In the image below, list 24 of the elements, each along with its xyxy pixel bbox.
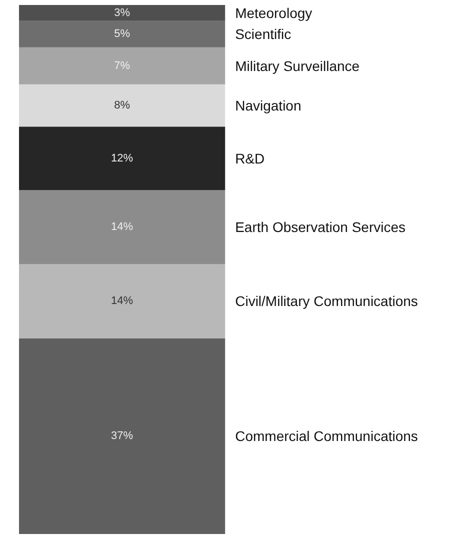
series-label: Navigation: [235, 98, 302, 114]
data-label: 7%: [114, 60, 130, 72]
bar: [19, 190, 226, 264]
data-label: 14%: [111, 295, 134, 308]
series-label: Meteorology: [235, 4, 312, 21]
data-label: 3%: [114, 6, 130, 19]
bar: [19, 47, 226, 84]
data-label: 5%: [114, 28, 130, 40]
data-label: 37%: [111, 430, 134, 442]
data-label: 8%: [114, 100, 130, 112]
bar: [19, 5, 226, 21]
series-label: Scientific: [235, 26, 292, 42]
bar: [19, 338, 226, 534]
series-label: Commercial Communications: [235, 428, 418, 444]
bar: [19, 264, 226, 338]
bar: [19, 20, 226, 48]
series-label: Earth Observation Services: [235, 219, 406, 236]
series-label: Military Surveillance: [235, 58, 360, 74]
bar: [19, 126, 226, 190]
data-label: 14%: [111, 221, 134, 234]
data-label: 12%: [111, 152, 134, 164]
bar: [19, 84, 226, 127]
series-label: R&D: [235, 150, 265, 166]
series-label: Civil/Military Communications: [235, 293, 418, 310]
